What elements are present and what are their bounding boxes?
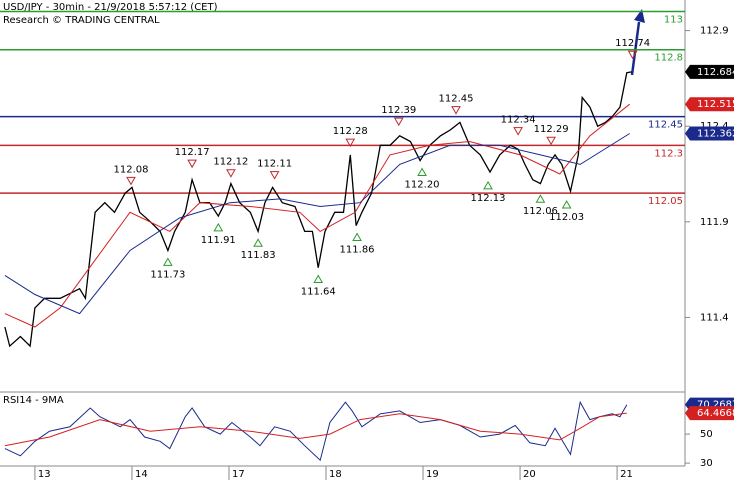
- peak-marker: [393, 117, 404, 127]
- price-tag: [685, 64, 734, 79]
- price-tag: [685, 97, 734, 112]
- peak-label: 112.45: [439, 94, 474, 105]
- trough-marker: [253, 238, 263, 247]
- peak-label: 112.29: [534, 124, 569, 135]
- x-tick-label: 14: [135, 469, 148, 480]
- x-tick-label: 20: [523, 469, 536, 480]
- level-label: 112.45: [648, 120, 683, 131]
- y-tick-label: 111.9: [700, 217, 729, 228]
- trough-marker: [561, 199, 572, 209]
- trough-marker: [162, 257, 173, 266]
- peak-marker: [226, 169, 236, 178]
- peak-label: 112.17: [175, 147, 210, 158]
- peak-label: 112.28: [333, 126, 368, 137]
- chart-title: USD/JPY - 30min - 21/9/2018 5:57:12 (CET…: [3, 2, 218, 13]
- peak-label: 112.34: [501, 115, 536, 126]
- series-line: [4, 133, 630, 315]
- series-line: [4, 400, 628, 462]
- price-tag-label: 64.4668: [697, 408, 735, 419]
- x-tick-label: 19: [426, 469, 439, 480]
- trough-label: 111.64: [301, 287, 336, 298]
- trough-label: 111.91: [201, 235, 236, 246]
- trough-label: 111.83: [241, 250, 276, 261]
- price-tag-label: 112.684: [697, 67, 735, 78]
- peak-marker: [546, 136, 556, 146]
- peak-marker: [345, 138, 356, 148]
- y-tick-label: 112.9: [700, 26, 729, 37]
- level-label: 112.3: [654, 148, 683, 159]
- level-label: 112.05: [648, 196, 683, 207]
- peak-label: 112.12: [213, 157, 248, 168]
- y-tick-label: 30: [700, 458, 713, 469]
- trough-marker: [417, 167, 427, 176]
- source: Research © TRADING CENTRAL: [3, 15, 160, 26]
- price-tag-label: 112.515: [697, 99, 735, 110]
- peak-marker: [513, 127, 523, 136]
- panel-title: RSI14 - 9MA: [3, 395, 64, 406]
- y-tick-label: 111.4: [700, 312, 729, 323]
- trough-marker: [213, 222, 224, 232]
- peak-label: 112.08: [113, 164, 148, 175]
- x-tick-label: 17: [232, 469, 245, 480]
- peak-marker: [269, 171, 280, 180]
- trough-label: 112.13: [471, 193, 506, 204]
- level-label: 113: [664, 14, 683, 25]
- price-tag-label: 112.362: [697, 128, 735, 139]
- x-tick-label: 18: [329, 469, 342, 480]
- series-line: [4, 103, 631, 328]
- forecast-arrowhead: [634, 9, 645, 23]
- peak-marker: [126, 176, 136, 186]
- peak-marker: [451, 106, 461, 115]
- y-tick-label: 50: [700, 429, 713, 440]
- price-tag-label: 70.2687: [697, 400, 735, 411]
- trough-label: 112.03: [549, 212, 584, 223]
- peak-label: 112.39: [381, 105, 416, 116]
- trough-marker: [483, 180, 493, 190]
- trough-label: 112.06: [523, 206, 558, 217]
- x-tick-label: 21: [620, 469, 633, 480]
- x-tick-label: 13: [38, 469, 51, 480]
- trough-label: 112.20: [405, 179, 440, 190]
- price-tag: [685, 126, 734, 141]
- forecast-arrow: [630, 21, 641, 76]
- trough-marker: [535, 194, 546, 203]
- trough-label: 111.86: [340, 244, 375, 255]
- series-line: [4, 412, 627, 447]
- peak-label: 112.11: [257, 159, 292, 170]
- trough-label: 111.73: [150, 269, 185, 280]
- trough-marker: [352, 232, 362, 241]
- peak-marker: [187, 159, 197, 169]
- price-tag: [685, 406, 734, 421]
- trough-marker: [313, 274, 324, 284]
- peak-marker: [627, 50, 638, 60]
- level-label: 112.8: [654, 53, 683, 64]
- peak-label: 112.74: [615, 38, 650, 49]
